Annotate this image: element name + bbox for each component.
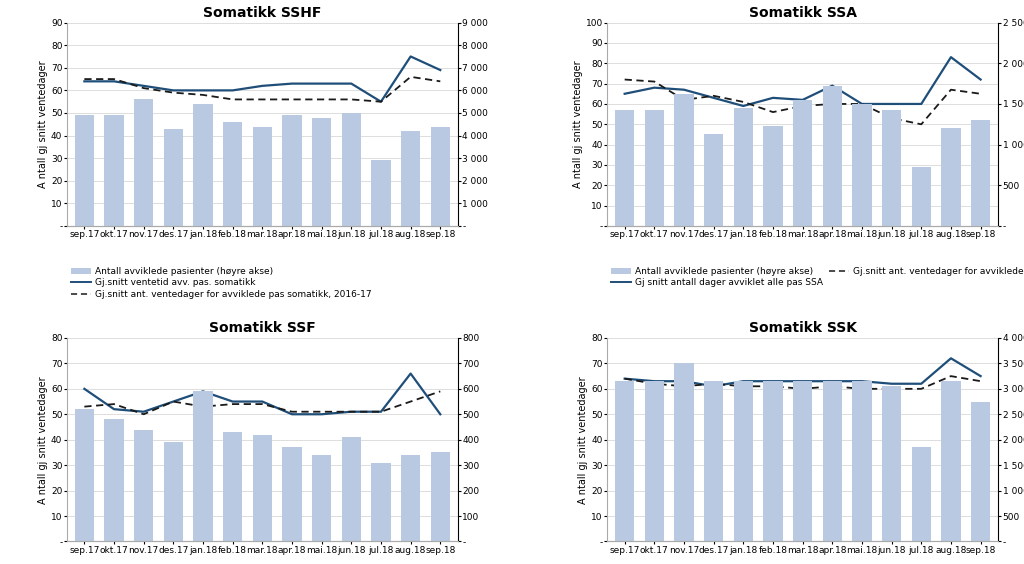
- Bar: [194, 391, 213, 541]
- Bar: [253, 126, 272, 226]
- Bar: [75, 115, 94, 226]
- Bar: [134, 99, 154, 226]
- Bar: [705, 381, 723, 541]
- Bar: [164, 129, 183, 226]
- Bar: [372, 161, 390, 226]
- Bar: [852, 381, 871, 541]
- Y-axis label: A ntall gj snitt ventedager: A ntall gj snitt ventedager: [572, 60, 583, 188]
- Bar: [733, 108, 753, 226]
- Bar: [104, 420, 124, 541]
- Bar: [645, 381, 664, 541]
- Bar: [971, 120, 990, 226]
- Bar: [645, 110, 664, 226]
- Bar: [941, 129, 961, 226]
- Bar: [75, 409, 94, 541]
- Bar: [911, 167, 931, 226]
- Bar: [911, 447, 931, 541]
- Bar: [253, 435, 272, 541]
- Legend: Antall avviklede pasienter (høyre akse), Gj snitt antall dager avviklet alle pas: Antall avviklede pasienter (høyre akse),…: [611, 267, 1024, 288]
- Bar: [431, 126, 450, 226]
- Bar: [882, 386, 901, 541]
- Bar: [615, 110, 634, 226]
- Bar: [194, 104, 213, 226]
- Bar: [312, 455, 332, 541]
- Bar: [793, 100, 812, 226]
- Bar: [675, 94, 693, 226]
- Bar: [793, 381, 812, 541]
- Title: Somatikk SSK: Somatikk SSK: [749, 321, 857, 336]
- Y-axis label: A ntall gj snitt ventedager: A ntall gj snitt ventedager: [579, 376, 589, 504]
- Y-axis label: A ntall gj snitt ventedager: A ntall gj snitt ventedager: [38, 60, 48, 188]
- Bar: [733, 381, 753, 541]
- Bar: [134, 430, 154, 541]
- Bar: [615, 381, 634, 541]
- Title: Somatikk SSF: Somatikk SSF: [209, 321, 315, 336]
- Bar: [763, 126, 782, 226]
- Bar: [312, 117, 332, 226]
- Bar: [675, 363, 693, 541]
- Bar: [852, 104, 871, 226]
- Bar: [763, 381, 782, 541]
- Bar: [705, 134, 723, 226]
- Legend: Antall avviklede pasienter (høyre akse), Gj.snitt ventetid avv. pas. somatikk, G: Antall avviklede pasienter (høyre akse),…: [71, 267, 371, 299]
- Bar: [431, 452, 450, 541]
- Bar: [223, 432, 243, 541]
- Bar: [401, 131, 420, 226]
- Bar: [822, 381, 842, 541]
- Title: Somatikk SSHF: Somatikk SSHF: [203, 6, 322, 20]
- Bar: [372, 462, 390, 541]
- Y-axis label: A ntall gj snitt ventedager: A ntall gj snitt ventedager: [38, 376, 48, 504]
- Bar: [882, 110, 901, 226]
- Bar: [401, 455, 420, 541]
- Bar: [164, 442, 183, 541]
- Bar: [283, 115, 302, 226]
- Bar: [342, 113, 360, 226]
- Bar: [822, 86, 842, 226]
- Bar: [971, 402, 990, 541]
- Bar: [941, 381, 961, 541]
- Bar: [223, 122, 243, 226]
- Bar: [104, 115, 124, 226]
- Bar: [342, 437, 360, 541]
- Bar: [283, 447, 302, 541]
- Title: Somatikk SSA: Somatikk SSA: [749, 6, 857, 20]
